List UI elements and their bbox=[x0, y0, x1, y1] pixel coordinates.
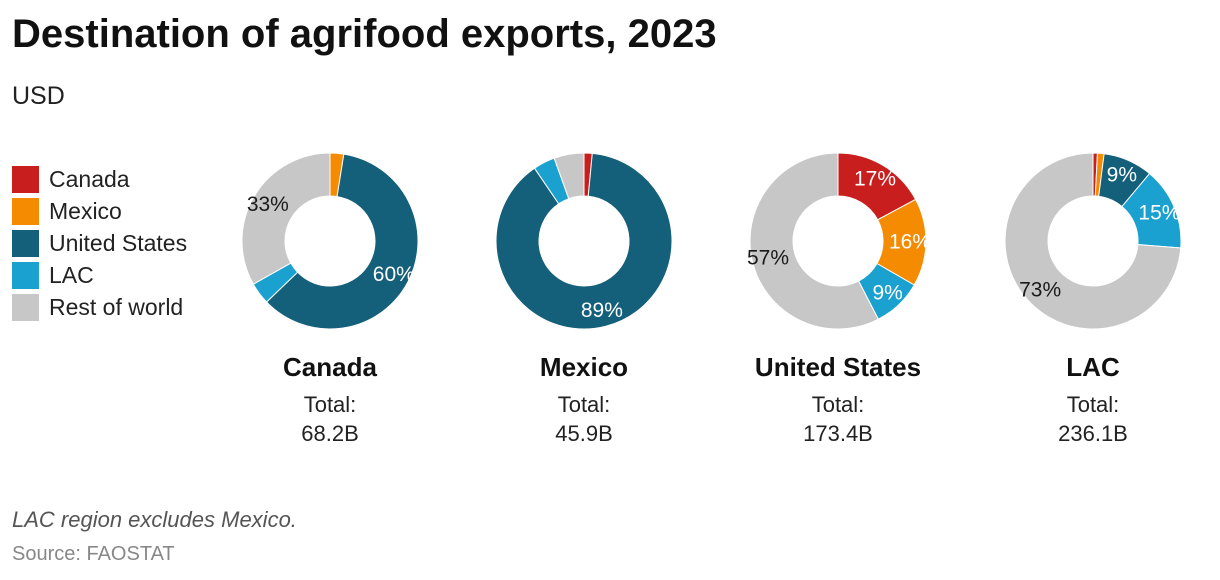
donut-title-canada: Canada bbox=[283, 352, 377, 382]
donut-united-states: 17% 16% 9% 57% United States Total: 173.4B bbox=[747, 152, 931, 446]
slice-canada-rest-of-world bbox=[241, 152, 331, 285]
slice-lac-rest-of-world bbox=[1004, 152, 1182, 330]
legend-label-united-states: United States bbox=[49, 229, 188, 256]
donut-title-mexico: Mexico bbox=[540, 352, 628, 382]
slice-united-states-rest-of-world bbox=[749, 152, 879, 330]
donut-total-label-canada: Total: bbox=[304, 392, 357, 417]
legend-swatch-canada bbox=[12, 165, 39, 193]
legend: Canada Mexico United States LAC Rest of … bbox=[12, 163, 187, 323]
slice-label-canada-united-states: 60% bbox=[373, 263, 415, 286]
legend-swatch-lac bbox=[12, 261, 39, 289]
slice-label-lac-united-states: 9% bbox=[1107, 164, 1137, 187]
donut-canada: 60% 33% Canada Total: 68.2B bbox=[241, 152, 419, 446]
legend-label-lac: LAC bbox=[49, 261, 94, 288]
slice-label-united-states-mexico: 16% bbox=[889, 231, 931, 254]
donut-total-value-lac: 236.1B bbox=[1058, 421, 1128, 446]
legend-item-lac: LAC bbox=[12, 259, 187, 291]
slice-mexico-united-states bbox=[495, 152, 673, 330]
donut-mexico: 89% Mexico Total: 45.9B bbox=[495, 152, 673, 446]
donut-charts: 60% 33% Canada Total: 68.2B 89% Mexico Total: 45… bbox=[241, 152, 1182, 446]
slice-label-lac-lac: 15% bbox=[1138, 202, 1180, 225]
slice-canada-united-states bbox=[265, 153, 419, 330]
slice-label-mexico-united-states: 89% bbox=[581, 299, 623, 322]
legend-swatch-united-states bbox=[12, 229, 39, 257]
chart-title: Destination of agrifood exports, 2023 bbox=[12, 12, 717, 56]
donut-title-united-states: United States bbox=[755, 352, 921, 382]
legend-item-mexico: Mexico bbox=[12, 195, 187, 227]
legend-label-rest-of-world: Rest of world bbox=[49, 293, 184, 320]
donut-total-value-canada: 68.2B bbox=[301, 421, 359, 446]
donut-total-label-lac: Total: bbox=[1067, 392, 1120, 417]
donut-total-value-united-states: 173.4B bbox=[803, 421, 873, 446]
slice-mexico-rest-of-world bbox=[553, 152, 585, 200]
legend-label-canada: Canada bbox=[49, 165, 130, 192]
donut-lac: 9%15% 73% LAC Total: 236.1B bbox=[1004, 152, 1182, 446]
slice-label-lac-rest-of-world: 73% bbox=[1019, 278, 1061, 301]
chart-source: Source: FAOSTAT bbox=[12, 543, 175, 565]
legend-swatch-mexico bbox=[12, 197, 39, 225]
legend-label-mexico: Mexico bbox=[49, 197, 122, 224]
slice-label-united-states-lac: 9% bbox=[873, 282, 903, 305]
legend-swatch-rest-of-world bbox=[12, 293, 39, 321]
slice-label-united-states-rest-of-world: 57% bbox=[747, 246, 789, 269]
chart-note: LAC region excludes Mexico. bbox=[12, 507, 297, 532]
legend-item-canada: Canada bbox=[12, 163, 187, 195]
donut-total-label-united-states: Total: bbox=[812, 392, 865, 417]
slice-label-canada-rest-of-world: 33% bbox=[247, 193, 289, 216]
donut-title-lac: LAC bbox=[1066, 352, 1120, 382]
slice-label-united-states-canada: 17% bbox=[854, 168, 896, 191]
donut-total-label-mexico: Total: bbox=[558, 392, 611, 417]
legend-item-rest-of-world: Rest of world bbox=[12, 291, 187, 323]
legend-item-united-states: United States bbox=[12, 227, 187, 259]
donut-total-value-mexico: 45.9B bbox=[555, 421, 613, 446]
chart-subtitle: USD bbox=[12, 82, 65, 110]
